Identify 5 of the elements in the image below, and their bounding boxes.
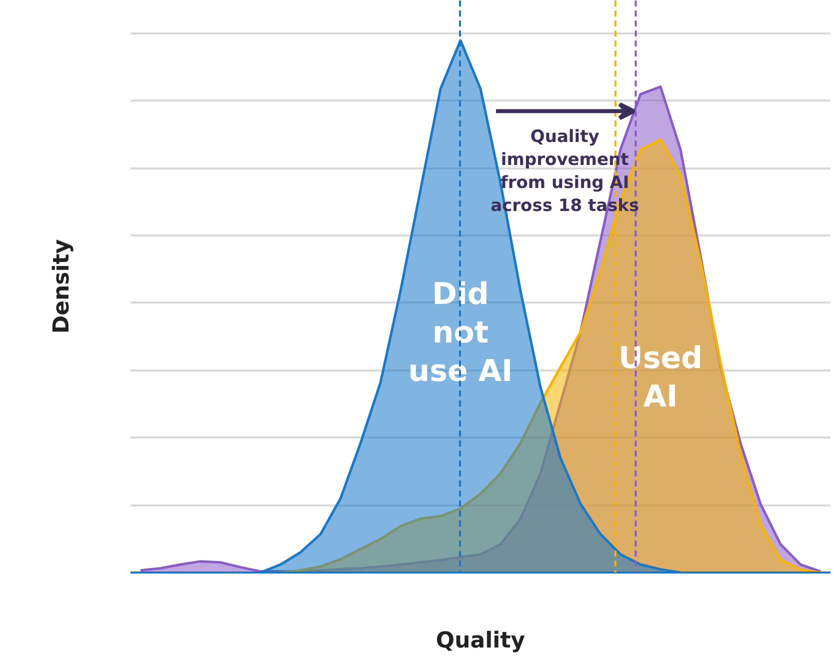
series-label: Used AI (618, 340, 703, 414)
y-axis-title: Density (50, 239, 74, 334)
text: Quality (436, 628, 526, 654)
series-label: Did not use AI (408, 277, 513, 390)
x-axis-title: Quality (530, 127, 600, 148)
